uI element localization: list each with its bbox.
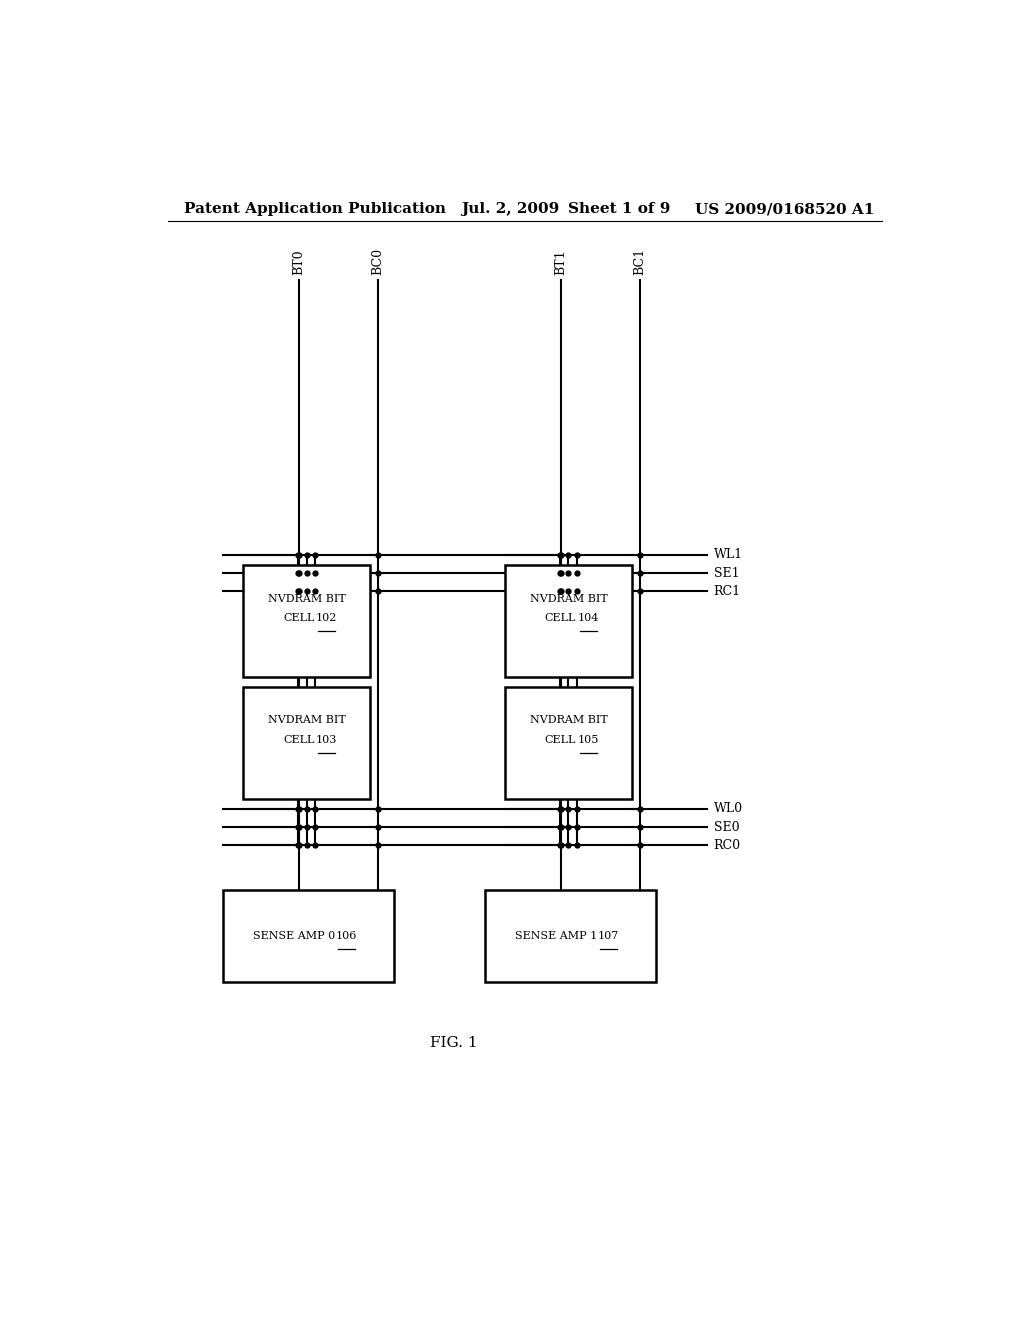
Text: NVDRAM BIT: NVDRAM BIT (267, 715, 345, 726)
Text: NVDRAM BIT: NVDRAM BIT (529, 715, 607, 726)
Text: 102: 102 (315, 612, 337, 623)
Bar (505, 565, 632, 677)
Text: WL0: WL0 (714, 803, 742, 816)
Text: BC1: BC1 (634, 248, 646, 276)
Text: BC0: BC0 (372, 248, 384, 276)
Text: RC0: RC0 (714, 840, 740, 851)
Text: CELL: CELL (283, 735, 314, 744)
Text: Sheet 1 of 9: Sheet 1 of 9 (568, 202, 671, 216)
Text: 105: 105 (578, 735, 599, 744)
Text: SE0: SE0 (714, 821, 739, 834)
Text: 106: 106 (336, 931, 357, 941)
Text: FIG. 1: FIG. 1 (429, 1036, 477, 1049)
Text: RC1: RC1 (714, 585, 740, 598)
Text: Jul. 2, 2009: Jul. 2, 2009 (461, 202, 559, 216)
Bar (223, 890, 394, 982)
Text: SENSE AMP 0: SENSE AMP 0 (253, 931, 336, 941)
Text: CELL: CELL (283, 612, 314, 623)
Text: SE1: SE1 (714, 566, 739, 579)
Text: NVDRAM BIT: NVDRAM BIT (529, 594, 607, 603)
Text: SENSE AMP 1: SENSE AMP 1 (515, 931, 597, 941)
Text: 107: 107 (598, 931, 620, 941)
Text: CELL: CELL (545, 735, 577, 744)
Text: 104: 104 (578, 612, 599, 623)
Text: Patent Application Publication: Patent Application Publication (183, 202, 445, 216)
Text: CELL: CELL (545, 612, 577, 623)
Text: NVDRAM BIT: NVDRAM BIT (267, 594, 345, 603)
Text: WL1: WL1 (714, 548, 742, 561)
Text: BT0: BT0 (292, 249, 305, 276)
Text: US 2009/0168520 A1: US 2009/0168520 A1 (695, 202, 874, 216)
Bar (243, 565, 370, 677)
Bar (485, 890, 655, 982)
Text: BT1: BT1 (554, 249, 567, 276)
Text: 103: 103 (315, 735, 337, 744)
Bar (243, 686, 370, 799)
Bar (505, 686, 632, 799)
